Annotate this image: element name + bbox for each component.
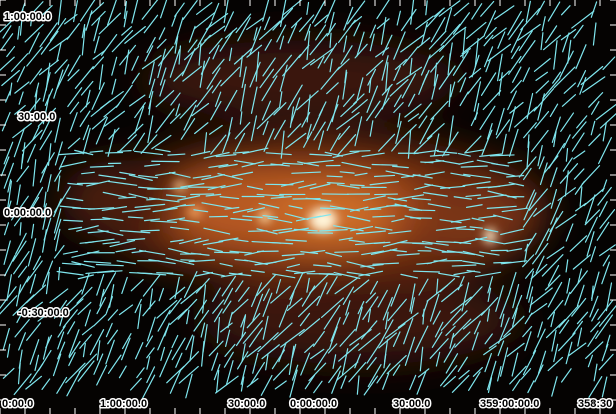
vector bbox=[191, 194, 214, 195]
vector bbox=[327, 176, 342, 177]
vector bbox=[457, 229, 475, 230]
vector bbox=[411, 218, 432, 219]
y-tick-label: 1:00:00.0 bbox=[4, 11, 51, 23]
vector bbox=[350, 151, 370, 152]
y-tick-label: 0:00:00.0 bbox=[4, 207, 51, 219]
vector bbox=[350, 185, 364, 186]
vector bbox=[181, 260, 194, 261]
vector bbox=[141, 230, 159, 231]
x-tick-label: 1:00:00.0 bbox=[100, 398, 147, 410]
x-tick-label: 358:30 bbox=[578, 398, 612, 410]
x-tick-label: 0:00.0 bbox=[2, 398, 33, 410]
vector bbox=[118, 151, 131, 152]
x-tick-label: 30:00.0 bbox=[228, 398, 265, 410]
vector bbox=[215, 252, 239, 253]
y-tick-label: 30:00.0 bbox=[18, 111, 55, 123]
vector bbox=[409, 210, 434, 211]
x-tick-label: 30:00.0 bbox=[393, 398, 430, 410]
x-tick-label: 359:00:00.0 bbox=[480, 398, 539, 410]
x-tick-label: 0:00:00.0 bbox=[290, 398, 337, 410]
vector bbox=[413, 243, 432, 244]
sky-map: 1:00:00.0 30:00.0 0:00:00.0 -0:30:00.0 0… bbox=[0, 0, 616, 414]
vector bbox=[335, 252, 358, 253]
vector bbox=[372, 165, 397, 166]
vector bbox=[168, 188, 187, 189]
y-tick-label: -0:30:00.0 bbox=[18, 307, 69, 319]
